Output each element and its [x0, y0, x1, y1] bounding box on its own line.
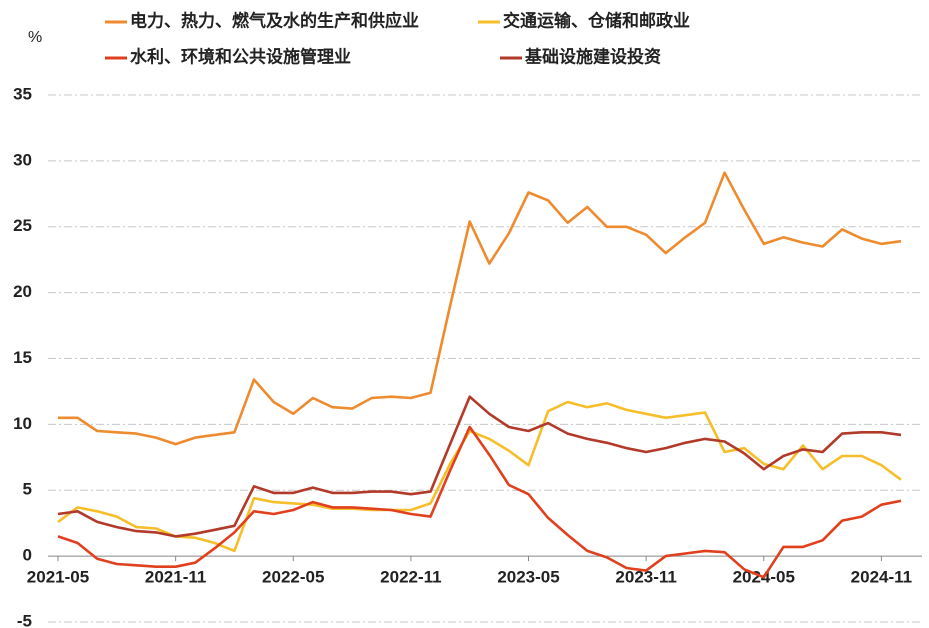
x-tick-label: 2022-11 — [380, 568, 441, 587]
legend-label: 交通运输、仓储和邮政业 — [503, 10, 690, 30]
y-tick-label: 5 — [23, 480, 32, 499]
x-tick-label: 2021-05 — [27, 568, 89, 587]
x-tick-label: 2023-05 — [497, 568, 559, 587]
line-series — [57, 400, 902, 553]
x-tick-label: 2023-11 — [615, 568, 676, 587]
legend-label: 基础设施建设投资 — [524, 46, 661, 66]
y-tick-label: 20 — [13, 282, 32, 301]
y-axis-label: % — [28, 29, 42, 46]
line-series — [57, 425, 902, 579]
y-tick-label: 30 — [13, 150, 32, 169]
line-series — [58, 171, 902, 446]
legend-label: 水利、环境和公共设施管理业 — [130, 46, 351, 66]
y-tick-label: 25 — [13, 216, 32, 235]
x-tick-label: 2022-05 — [262, 568, 324, 587]
y-tick-label: 35 — [13, 84, 32, 103]
y-tick-label: 0 — [23, 546, 32, 565]
line-series — [57, 395, 902, 538]
x-tick-label: 2021-11 — [145, 568, 206, 587]
y-tick-label: 10 — [13, 414, 32, 433]
y-tick-label: -5 — [17, 611, 32, 628]
x-tick-label: 2024-11 — [851, 568, 912, 587]
legend-label: 电力、热力、燃气及水的生产和供应业 — [130, 10, 419, 30]
y-tick-label: 15 — [13, 348, 32, 367]
